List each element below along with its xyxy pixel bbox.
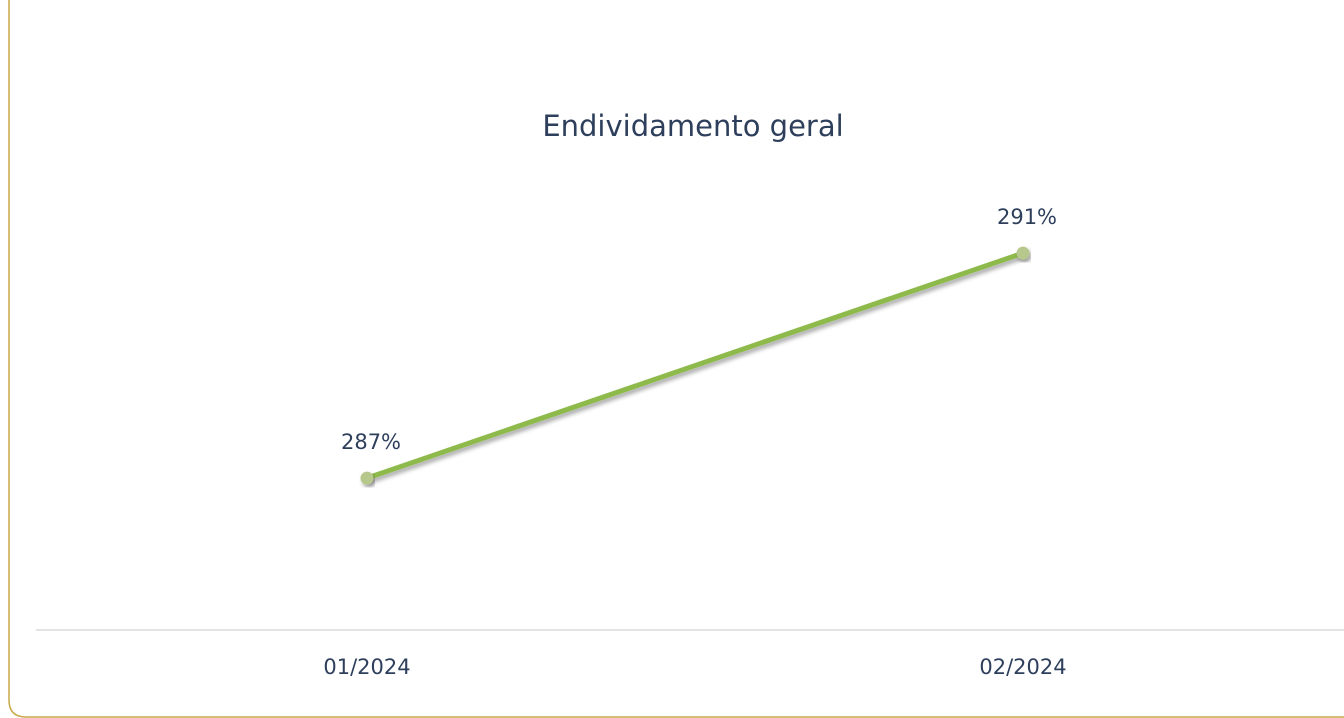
data-label: 291%: [997, 205, 1057, 229]
data-point: [360, 471, 374, 485]
x-tick-label: 01/2024: [323, 655, 410, 679]
chart-title: Endividamento geral: [542, 109, 843, 143]
panel-border: [8, 0, 1344, 718]
series-line: [364, 250, 1026, 481]
data-label: 287%: [341, 430, 401, 454]
x-tick-label: 02/2024: [979, 655, 1066, 679]
data-point: [1016, 246, 1030, 260]
